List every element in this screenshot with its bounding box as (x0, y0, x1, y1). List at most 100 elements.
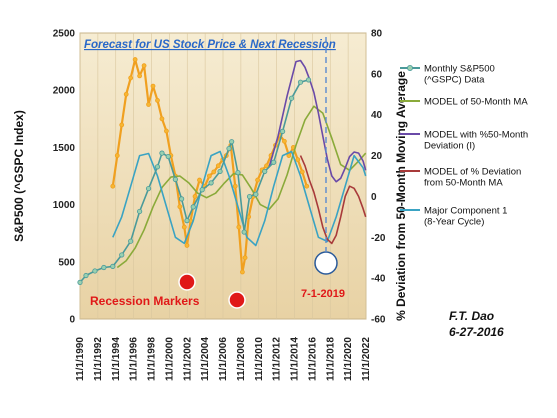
series-deviation-data-point (141, 63, 147, 69)
x-grid (79, 33, 367, 319)
series-monthly-s-p500-gspc-data-point (262, 168, 268, 175)
y-axis-title: S&P500 (^GSPC Index) (12, 110, 26, 242)
x-tick-label: 11/1/2002 (182, 337, 193, 381)
series-monthly-s-p500-gspc-data-point (154, 164, 161, 170)
series-deviation-data-point (110, 183, 116, 189)
author-label: F.T. Dao (449, 309, 494, 323)
series-deviation-data-point (150, 83, 156, 89)
series-monthly-s-p500-gspc-data-point (297, 79, 304, 85)
series-monthly-s-p500-gspc-data-point (119, 252, 125, 258)
series-model-of-deviation-from-50-month-ma-line (299, 155, 367, 245)
x-tick-label: 11/1/1994 (111, 337, 122, 381)
series-monthly-s-p500-gspc-data-point (145, 185, 152, 192)
series-monthly-s-p500-gspc-data-point (305, 77, 312, 83)
right-axis-ticks: -60 -40 -20 0 20 40 60 80 (371, 29, 386, 326)
series-monthly-s-p500-gspc-data-point (92, 268, 98, 274)
series-monthly-s-p500-gspc-data-point (165, 153, 171, 160)
x-tick-label: 11/1/2000 (164, 337, 175, 381)
x-tick-label: 11/1/2012 (272, 337, 283, 381)
recession-markers-label: Recession Markers (90, 294, 200, 308)
legend: Monthly S&P500 (^GSPC) Data MODEL of 50-Mo… (400, 64, 528, 228)
legend-label: MODEL of 50-Month MA (424, 97, 528, 108)
series-deviation-data-point (184, 243, 190, 248)
series-deviation-data-point (177, 204, 183, 210)
forecast-date-label: 7-1-2019 (301, 288, 345, 300)
x-tick-label: 11/1/1996 (129, 337, 140, 381)
series-monthly-s-p500-gspc-data-point (190, 204, 196, 210)
y2-tick-label: -60 (371, 315, 386, 326)
series-monthly-s-p500-gspc-data-point (280, 128, 286, 134)
series-monthly-s-p500-gspc-data-point (137, 208, 143, 215)
series-monthly-s-p500-gspc-data-point (246, 193, 253, 200)
series-deviation-data-point (295, 157, 301, 163)
chart-title: Forecast for US Stock Price & Next Reces… (84, 39, 336, 51)
x-tick-label: 11/1/2020 (343, 337, 354, 381)
series-deviation-data-point (114, 153, 120, 158)
series-monthly-s-p500-gspc-data-point (83, 272, 89, 279)
legend-marker (406, 65, 413, 72)
series-model-with-50-month-deviation-i-line (268, 59, 367, 183)
x-tick-label: 11/1/2022 (361, 337, 372, 381)
series-deviation-data-point (282, 138, 287, 144)
y2-tick-label: -20 (371, 233, 386, 244)
series-deviation-data-point (264, 163, 269, 169)
legend-label: Monthly S&P500 (^GSPC) Data (424, 64, 495, 86)
x-tick-label: 11/1/2010 (254, 337, 265, 381)
x-tick-label: 11/1/1990 (75, 337, 86, 381)
y-tick-label: 1000 (53, 200, 76, 211)
series-deviation-data-point (206, 173, 212, 179)
x-tick-label: 11/1/2014 (290, 337, 301, 381)
series-monthly-s-p500-gspc-data-point (101, 264, 107, 271)
forecast-recession-marker (314, 251, 338, 275)
series-deviation-data-point (197, 177, 202, 183)
y2-tick-label: 60 (371, 69, 383, 80)
y2-tick-label: 0 (371, 192, 377, 203)
series-deviation-data-point (239, 269, 245, 275)
x-tick-label: 11/1/1992 (93, 337, 104, 381)
y-tick-label: 2500 (53, 29, 76, 40)
series-monthly-s-p500-gspc-data-point (77, 279, 83, 285)
x-tick-label: 11/1/2008 (236, 337, 247, 381)
series-monthly-s-p500-gspc-data-point (241, 229, 247, 235)
series-monthly-s-p500-gspc-data-point (199, 187, 205, 193)
y2-axis-title: % Deviation from 50-Month Moving Average (394, 71, 408, 321)
series-monthly-s-p500-gspc-data-point (128, 238, 134, 244)
legend-label: Major Component 1 (8-Year Cycle) (424, 206, 507, 228)
series-monthly-s-p500-gspc-data-point (110, 263, 116, 269)
series-deviation-data-point (137, 73, 143, 79)
y2-tick-label: 40 (371, 110, 383, 121)
y-tick-label: 1500 (53, 143, 76, 154)
series-monthly-s-p500-gspc-data-point (229, 139, 235, 145)
series-monthly-s-p500-gspc-data-point (159, 150, 165, 156)
series-deviation-data-point (181, 224, 187, 230)
series-deviation-data-point (128, 75, 134, 81)
x-tick-label: 11/1/1998 (147, 337, 158, 381)
series-deviation-data-point (132, 57, 138, 62)
y-tick-label: 500 (58, 257, 75, 268)
series-deviation-data-point (299, 169, 305, 175)
x-tick-label: 11/1/2016 (307, 337, 318, 381)
series-deviation-data-point (192, 194, 198, 199)
series-monthly-s-p500-gspc-data-point (172, 176, 178, 183)
series-deviation-data-point (232, 183, 238, 189)
series-deviation-data-point (123, 91, 129, 97)
series-monthly-s-p500-gspc-data-point (288, 95, 295, 101)
series-deviation-data-point (155, 98, 160, 103)
series-deviation-data-point (159, 116, 165, 122)
series-deviation-data-point (119, 122, 125, 128)
series-monthly-s-p500-gspc-data-point (208, 180, 214, 186)
y-tick-label: 0 (69, 315, 75, 326)
y2-tick-label: 80 (371, 29, 383, 40)
x-tick-label: 11/1/2018 (325, 337, 336, 381)
series-monthly-s-p500-gspc-data-point (226, 145, 232, 152)
author-date-label: 6-27-2016 (449, 325, 504, 339)
series-deviation-data-point (215, 163, 221, 169)
x-tick-label: 11/1/2006 (218, 337, 229, 381)
legend-label: MODEL of % Deviation from 50-Month MA (424, 167, 521, 189)
series-deviation-data-point (164, 128, 169, 134)
x-tick-label: 11/1/2004 (200, 337, 211, 381)
series-deviation-data-point (146, 102, 151, 107)
x-axis-ticks: 11/1/1990 11/1/1992 11/1/1994 11/1/1996 11/1… (75, 337, 372, 381)
recession-marker-2008 (228, 291, 246, 309)
